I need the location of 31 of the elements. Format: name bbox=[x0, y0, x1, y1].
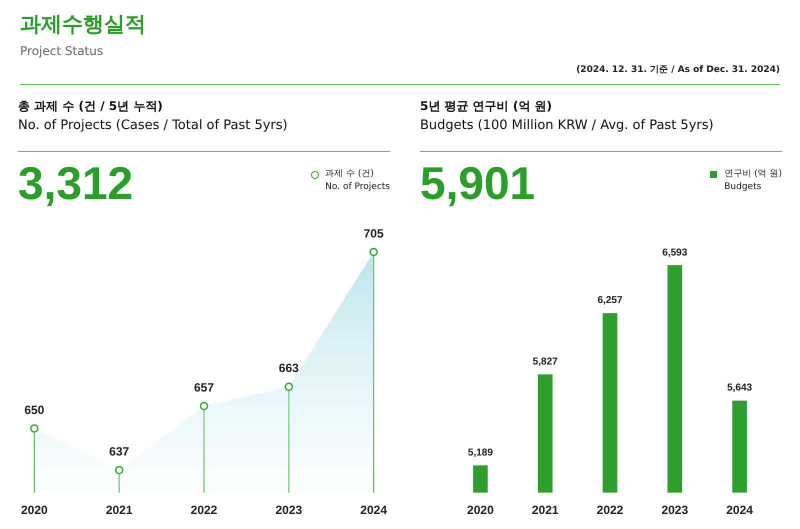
x-tick-label: 2020 bbox=[467, 503, 494, 518]
text: (2024. 12. 31. 기준 / As of Dec. 31. 2024) bbox=[576, 64, 780, 76]
text: 5,901 bbox=[420, 156, 536, 210]
data-label: 6,257 bbox=[597, 295, 623, 306]
data-label: 6,593 bbox=[662, 247, 688, 258]
chart-title: 총 과제 수 (건 / 5년 누적) bbox=[18, 98, 164, 115]
data-label: 5,189 bbox=[468, 447, 494, 458]
text: Project Status bbox=[20, 44, 104, 58]
data-label: 663 bbox=[278, 361, 300, 376]
text: 과제수행실적 bbox=[20, 11, 147, 38]
data-label: 657 bbox=[194, 380, 214, 394]
chart-subtitle: No. of Projects (Cases / Total of Past 5yrs) bbox=[18, 118, 289, 133]
legend-label: 연구비 (억 원) Budgets bbox=[723, 168, 782, 194]
data-label: 650 bbox=[24, 402, 45, 417]
x-tick-label: 2024 bbox=[360, 503, 388, 518]
chart-title: 5년 평균 연구비 (억 원) bbox=[420, 98, 554, 115]
data-label: 5,827 bbox=[532, 356, 558, 368]
x-tick-label: 2024 bbox=[726, 503, 754, 518]
data-label: 5,643 bbox=[727, 382, 753, 394]
text: 3,312 bbox=[18, 156, 134, 210]
x-tick-label: 2020 bbox=[20, 503, 48, 518]
x-tick-label: 2021 bbox=[532, 503, 559, 518]
x-tick-label: 2023 bbox=[275, 503, 302, 518]
data-label: 637 bbox=[109, 444, 130, 458]
x-tick-label: 2022 bbox=[190, 503, 218, 518]
x-tick-label: 2023 bbox=[661, 503, 688, 518]
chart-subtitle: Budgets (100 Million KRW / Avg. of Past 5yrs) bbox=[420, 118, 715, 133]
data-label: 705 bbox=[364, 226, 384, 240]
legend-label: 과제 수 (건) No. of Projects bbox=[324, 168, 390, 194]
x-tick-label: 2021 bbox=[106, 503, 133, 518]
x-tick-label: 2022 bbox=[596, 503, 624, 518]
